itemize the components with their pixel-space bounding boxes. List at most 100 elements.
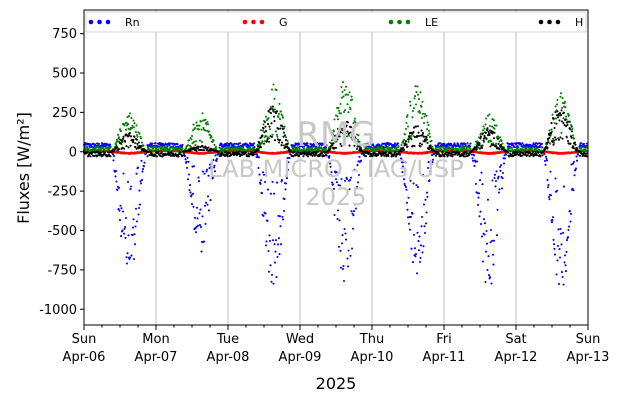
- data-point: [268, 234, 271, 237]
- data-point: [279, 243, 283, 246]
- data-point: [133, 122, 136, 125]
- y-tick-label: 0: [69, 145, 77, 160]
- data-point: [418, 111, 422, 114]
- data-point: [122, 172, 125, 175]
- data-point: [125, 256, 128, 259]
- data-point: [185, 160, 188, 163]
- points-layer: [82, 81, 589, 286]
- data-point: [275, 181, 279, 184]
- data-point: [420, 225, 423, 228]
- data-point: [342, 110, 346, 114]
- data-point: [426, 141, 429, 144]
- data-point: [184, 147, 188, 150]
- data-point: [346, 265, 350, 268]
- data-point: [526, 154, 529, 157]
- data-point: [556, 244, 560, 248]
- data-point: [551, 113, 554, 116]
- data-point: [501, 171, 505, 175]
- data-point: [121, 137, 125, 140]
- data-point: [325, 154, 328, 157]
- data-point: [128, 256, 132, 259]
- data-point: [104, 149, 107, 152]
- data-point: [188, 184, 192, 187]
- data-point: [483, 222, 487, 225]
- data-point: [261, 134, 264, 137]
- data-point: [131, 124, 134, 127]
- data-point: [566, 236, 570, 239]
- data-point: [518, 153, 522, 156]
- x-tick-label-day: Tue: [216, 332, 239, 347]
- data-point: [563, 261, 566, 264]
- data-point: [481, 183, 484, 186]
- data-point: [266, 219, 269, 222]
- data-point: [406, 114, 409, 117]
- data-point: [114, 143, 118, 146]
- x-tick-label-day: Wed: [286, 332, 314, 347]
- data-point: [486, 128, 489, 131]
- data-point: [120, 139, 124, 142]
- data-point: [348, 144, 351, 147]
- data-point: [582, 142, 586, 145]
- data-point: [281, 125, 284, 128]
- data-point: [540, 142, 544, 145]
- data-point: [286, 168, 290, 171]
- data-point: [114, 170, 118, 173]
- legend-marker: [538, 19, 544, 25]
- data-point: [262, 214, 265, 217]
- data-point: [559, 92, 563, 95]
- data-point: [137, 141, 141, 144]
- data-point: [419, 244, 423, 247]
- data-point: [511, 142, 515, 145]
- data-point: [546, 186, 550, 189]
- data-point: [155, 155, 159, 158]
- data-point: [137, 206, 141, 210]
- data-point: [416, 231, 419, 234]
- data-point: [389, 152, 393, 155]
- data-point: [380, 146, 384, 149]
- data-point: [284, 182, 288, 185]
- data-point: [455, 144, 459, 147]
- data-point: [409, 179, 412, 182]
- data-point: [473, 164, 476, 167]
- data-point: [429, 172, 432, 176]
- data-point: [118, 209, 121, 212]
- data-point: [570, 125, 574, 128]
- data-point: [580, 146, 584, 149]
- data-point: [544, 163, 547, 166]
- data-point: [502, 162, 506, 165]
- data-point: [355, 185, 359, 188]
- data-point: [393, 153, 397, 156]
- data-point: [142, 165, 146, 168]
- data-point: [489, 145, 492, 148]
- data-point: [559, 114, 563, 117]
- data-point: [132, 218, 135, 221]
- data-point: [130, 254, 133, 257]
- data-point: [263, 180, 267, 184]
- data-point: [402, 139, 406, 142]
- data-point: [546, 139, 550, 142]
- data-point: [204, 145, 207, 148]
- data-point: [578, 154, 582, 157]
- data-point: [494, 185, 497, 188]
- data-point: [126, 123, 130, 126]
- data-point: [317, 148, 321, 152]
- data-point: [495, 170, 498, 173]
- data-point: [97, 146, 100, 149]
- data-point: [413, 95, 417, 98]
- data-point: [262, 123, 265, 126]
- data-point: [417, 134, 421, 137]
- data-point: [271, 180, 274, 184]
- data-point: [206, 123, 210, 126]
- data-point: [195, 149, 198, 152]
- data-point: [132, 257, 136, 261]
- data-point: [129, 188, 132, 191]
- data-point: [417, 131, 420, 134]
- data-point: [407, 138, 410, 141]
- data-point: [128, 112, 132, 115]
- data-point: [337, 245, 341, 248]
- data-point: [407, 196, 410, 199]
- data-point: [409, 134, 413, 137]
- data-point: [140, 178, 144, 181]
- data-point: [90, 145, 94, 148]
- data-point: [135, 133, 139, 137]
